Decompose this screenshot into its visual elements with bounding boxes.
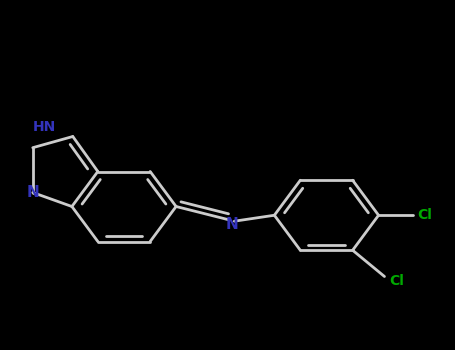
Text: N: N: [226, 217, 238, 232]
Text: Cl: Cl: [417, 208, 432, 222]
Text: HN: HN: [33, 120, 56, 134]
Text: Cl: Cl: [389, 274, 404, 288]
Text: N: N: [26, 185, 39, 200]
